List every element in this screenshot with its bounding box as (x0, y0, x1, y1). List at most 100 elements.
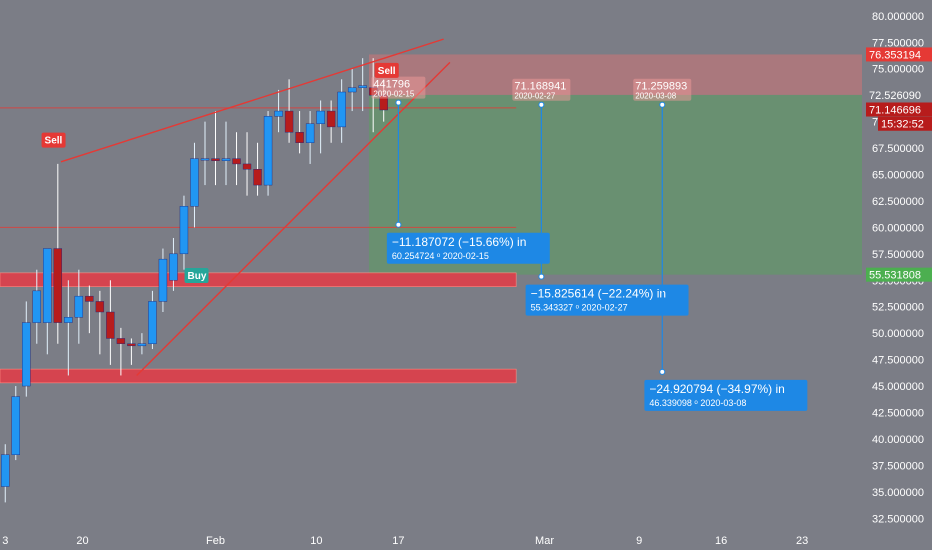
candle-body (85, 295, 94, 302)
candle-body (253, 169, 262, 186)
candle-body (358, 85, 367, 88)
candle-body (137, 343, 147, 347)
y-axis-tick: 65.000000 (872, 170, 924, 182)
support-zone (0, 272, 517, 287)
y-axis-tick: 75.000000 (872, 64, 924, 76)
price-label (866, 102, 932, 117)
y-axis-tick: 57.500000 (872, 249, 924, 261)
candle-body (74, 295, 84, 318)
candle-body (22, 322, 31, 387)
candle-body (53, 248, 63, 323)
x-axis-tick: 3 (2, 535, 8, 547)
candle-body (284, 110, 294, 133)
projection-anchor (395, 221, 402, 228)
candle-body (200, 158, 210, 161)
projection-result-box (386, 232, 550, 264)
projection-anchor (659, 101, 666, 108)
x-axis-tick: 20 (76, 535, 88, 547)
y-axis-tick: 32.500000 (872, 513, 924, 525)
price-label-text: 15:32:52 (881, 119, 924, 131)
y-axis-tick: 35.000000 (872, 487, 924, 499)
candle-body (158, 258, 168, 302)
sell-signal (41, 132, 66, 148)
y-axis-tick: 47.500000 (872, 355, 924, 367)
y-axis-tick: 45.000000 (872, 381, 924, 393)
support-zone (0, 368, 517, 384)
trend-line (136, 61, 451, 376)
projection-change-text: −15.825614 (−22.24%) in (531, 287, 666, 301)
price-label (878, 116, 932, 131)
signal-label: Sell (45, 136, 63, 147)
sell-signal (374, 62, 399, 78)
projection-top-date: 2020-02-27 (514, 92, 555, 101)
projection-target-text: 46.339098 ᵒ 2020-03-08 (649, 398, 746, 408)
projection-target-text: 60.254724 ᵒ 2020-02-15 (392, 251, 489, 261)
stop-loss-zone (368, 54, 862, 95)
candle-body (295, 132, 304, 143)
projection-anchor (538, 273, 545, 280)
candle-body (232, 158, 241, 165)
x-axis-tick: 10 (310, 535, 322, 547)
projection-anchor (659, 368, 666, 375)
projection-anchor (395, 99, 402, 106)
projection-top-date: 2020-02-15 (373, 90, 414, 99)
x-axis-tick: Mar (535, 535, 554, 547)
projection-change-text: −11.187072 (−15.66%) in (392, 235, 527, 249)
x-axis-tick: 9 (636, 535, 642, 547)
price-label (866, 267, 932, 282)
candle-body (95, 301, 105, 313)
candle-body (221, 158, 231, 161)
signal-label: Sell (378, 66, 396, 77)
candle-body (106, 311, 115, 339)
y-axis-tick: 52.500000 (872, 302, 924, 314)
projection-top-value: 71.259893 (635, 81, 687, 93)
projection-target-text: 55.343327 ᵒ 2020-02-27 (531, 303, 628, 313)
price-label-text: 55.531808 (869, 270, 921, 282)
buy-signal (184, 268, 209, 284)
candle-body (242, 163, 252, 170)
candle-body (64, 317, 73, 323)
candle-body (1, 454, 10, 487)
projection-result-box (644, 379, 808, 411)
y-axis-tick: 67.500000 (872, 143, 924, 155)
price-label-text: 72.526090 (869, 90, 921, 102)
y-axis-tick: 37.500000 (872, 460, 924, 472)
projection-top-label-bg (371, 76, 426, 99)
projection-top-label-bg (633, 78, 692, 101)
trend-line (60, 38, 444, 163)
candle-body (116, 338, 126, 344)
signal-label: Buy (188, 271, 207, 282)
candle-body (179, 206, 189, 255)
projection-top-label-bg (512, 78, 571, 101)
projection-change-text: −24.920794 (−34.97%) in (649, 382, 784, 396)
candle-body (169, 253, 178, 281)
y-axis-tick: 60.000000 (872, 222, 924, 234)
candle-body (347, 87, 357, 93)
y-axis-tick: 62.500000 (872, 196, 924, 208)
price-label-text: 76.353194 (869, 49, 921, 61)
price-label-text: 71.146696 (869, 105, 921, 117)
candle-body (148, 301, 157, 344)
candle-body (32, 290, 41, 323)
x-axis-tick: 17 (392, 535, 404, 547)
projection-result-box (525, 284, 689, 316)
price-label (866, 87, 932, 102)
candle-body (43, 248, 52, 323)
projection-top-date: 2020-03-08 (635, 92, 676, 101)
projection-top-value: 441796 (373, 79, 410, 91)
x-axis-tick: Feb (206, 535, 225, 547)
y-axis-tick: 40.000000 (872, 434, 924, 446)
candle-body (11, 396, 20, 455)
x-axis-tick: 16 (715, 535, 727, 547)
projection-anchor (538, 101, 545, 108)
candle-body (211, 158, 220, 161)
candle-body (337, 91, 346, 128)
candle-body (326, 110, 336, 128)
y-axis-tick: 80.000000 (872, 11, 924, 23)
candle-body (274, 110, 283, 117)
candle-body (127, 343, 136, 347)
candle-body (190, 158, 199, 207)
y-axis-tick: 42.500000 (872, 407, 924, 419)
